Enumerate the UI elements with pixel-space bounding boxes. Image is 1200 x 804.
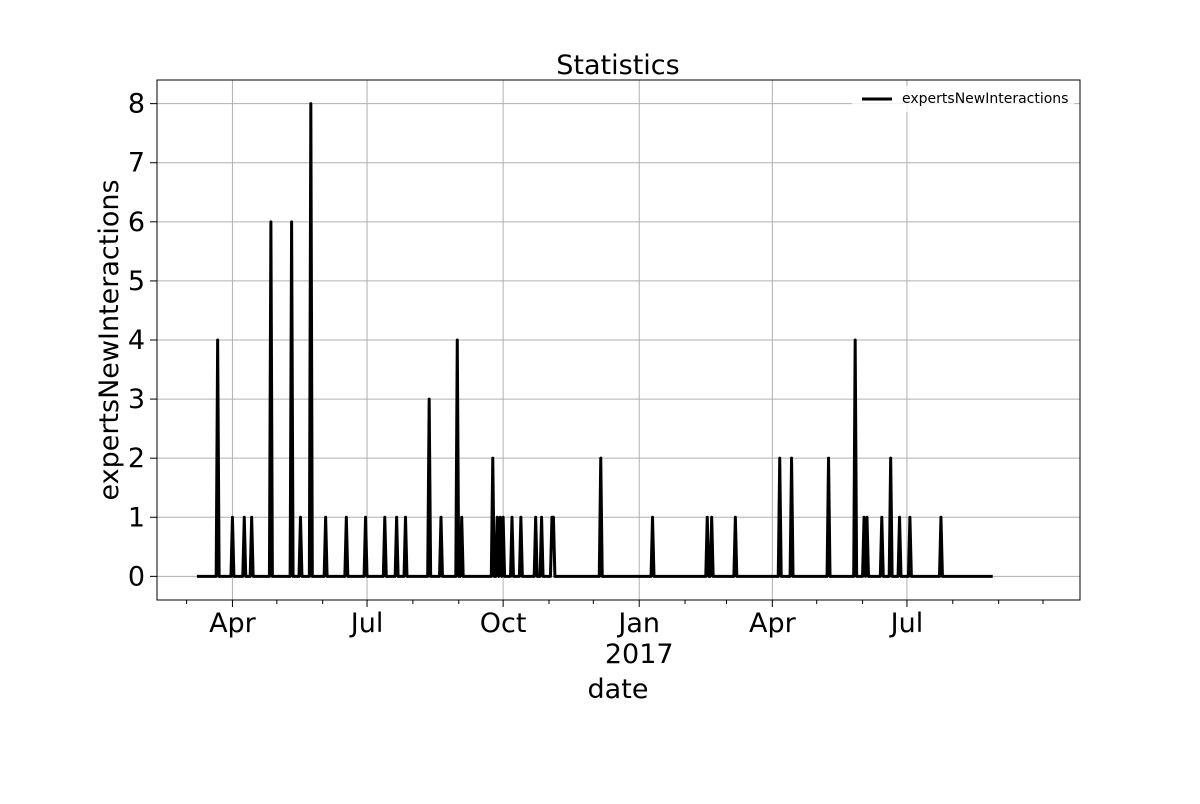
y-tick-label: 0 xyxy=(128,561,145,592)
y-tick-label: 4 xyxy=(128,325,145,356)
x-tick-label: Jan xyxy=(616,608,660,639)
y-tick-label: 8 xyxy=(128,89,145,120)
x-tick-label: Apr xyxy=(209,608,257,639)
y-tick-label: 6 xyxy=(128,207,145,238)
series-line xyxy=(196,102,993,578)
x-axis-label: date xyxy=(588,674,649,705)
x-tick-label: Apr xyxy=(749,608,797,639)
legend-label: expertsNewInteractions xyxy=(902,91,1068,107)
y-axis-label: expertsNewInteractions xyxy=(94,179,125,500)
x-tick-label: Jul xyxy=(889,608,924,639)
legend: expertsNewInteractions xyxy=(852,86,1074,112)
y-tick-label: 5 xyxy=(128,266,145,297)
series-layer xyxy=(196,102,993,578)
x-tick-label: Oct xyxy=(480,608,527,639)
y-tick-label: 1 xyxy=(128,502,145,533)
chart-title: Statistics xyxy=(556,50,679,81)
y-tick-label: 2 xyxy=(128,443,145,474)
x-tick-label: Jul xyxy=(349,608,384,639)
x-tick-year-label: 2017 xyxy=(605,639,674,670)
y-tick-label: 3 xyxy=(128,384,145,415)
y-tick-label: 7 xyxy=(128,148,145,179)
